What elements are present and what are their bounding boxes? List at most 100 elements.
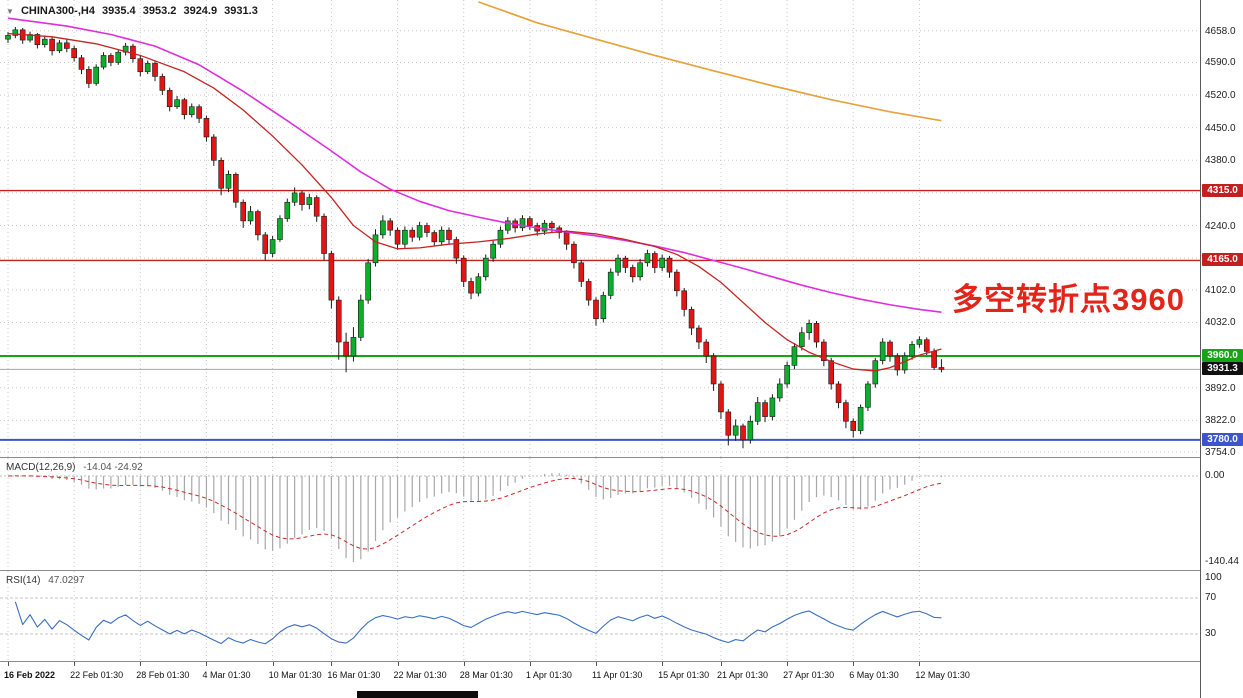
candle — [651, 253, 658, 268]
candle — [813, 323, 820, 343]
price-scale[interactable]: 4658.0 4590.0 4520.0 4450.0 4380.0 4240.0 4102… — [1200, 0, 1243, 698]
candle — [181, 99, 188, 115]
candle — [211, 136, 217, 161]
price-badge-3960[interactable]: 3960.0 — [1202, 349, 1243, 362]
candle — [328, 253, 335, 301]
chart-annotation-text: 多空转折点3960 — [952, 282, 1185, 317]
rsi-name: RSI(14) — [6, 575, 41, 586]
time-tick — [206, 662, 208, 666]
ohlc-close: 3931.3 — [224, 5, 258, 17]
candle — [86, 69, 92, 84]
symbol-header: ▼ CHINA300-,H4 3935.4 3953.2 3924.9 3931… — [6, 5, 262, 17]
candle — [563, 232, 570, 245]
candle — [350, 337, 357, 357]
candle — [740, 425, 746, 441]
macd-chart[interactable] — [0, 458, 1200, 570]
macd-scale-zero[interactable]: 0.00 — [1205, 470, 1225, 481]
rsi-line — [14, 601, 942, 645]
candle — [490, 243, 496, 259]
rsi-chart[interactable] — [0, 571, 1200, 661]
rsi-scale-label[interactable]: 100 — [1205, 572, 1222, 583]
candle — [321, 215, 327, 254]
time-tick — [8, 662, 9, 666]
candle — [247, 211, 254, 222]
price-scale-label[interactable]: 4240.0 — [1205, 220, 1236, 232]
candle — [240, 201, 246, 222]
time-tick — [919, 662, 921, 666]
candle — [365, 262, 371, 301]
candle — [387, 220, 394, 231]
candle — [872, 360, 879, 385]
price-scale-label[interactable]: 3892.0 — [1205, 382, 1236, 394]
rsi-panel: RSI(14) 47.0297 — [0, 571, 1200, 661]
candle — [137, 58, 144, 73]
candle — [931, 351, 937, 368]
panel-separator[interactable] — [0, 457, 1243, 458]
rsi-scale-label[interactable]: 30 — [1205, 628, 1217, 639]
time-tick — [720, 662, 722, 666]
ma-long-orange — [478, 1, 942, 122]
candle — [108, 55, 114, 63]
time-label: 16 Feb 2022 — [4, 670, 56, 680]
time-tick — [596, 662, 597, 666]
candle — [938, 367, 945, 370]
current-price-badge[interactable]: 3931.3 — [1202, 362, 1243, 376]
candle — [284, 201, 291, 219]
time-axis[interactable]: 16 Feb 2022 22 Feb 01:30 28 Feb 01:30 4 Mar… — [0, 662, 1200, 698]
price-scale-label[interactable]: 4032.0 — [1205, 317, 1236, 329]
price-scale-label[interactable]: 4520.0 — [1205, 90, 1236, 102]
candle — [843, 402, 849, 422]
candle — [541, 222, 548, 232]
candle — [482, 257, 489, 278]
price-scale-label[interactable]: 4380.0 — [1205, 155, 1236, 167]
panel-separator[interactable] — [0, 570, 1243, 571]
price-scale-label[interactable]: 3822.0 — [1205, 415, 1236, 427]
candle — [850, 420, 857, 431]
candle — [857, 406, 864, 431]
candle — [504, 220, 511, 231]
rsi-scale-label[interactable]: 70 — [1205, 592, 1217, 603]
candle — [34, 34, 41, 46]
candle — [166, 90, 173, 108]
candle — [821, 341, 827, 361]
candlestick-chart[interactable] — [0, 0, 1200, 457]
candle — [343, 341, 349, 357]
price-badge-4315[interactable]: 4315.0 — [1202, 183, 1243, 197]
price-scale-label[interactable]: 3754.0 — [1205, 447, 1236, 458]
price-badge-3780[interactable]: 3780.0 — [1202, 432, 1243, 446]
symbol-name: CHINA300-,H4 — [20, 5, 95, 17]
candle — [402, 229, 408, 245]
candle — [798, 332, 805, 347]
price-scale-label[interactable]: 4102.0 — [1205, 284, 1236, 296]
candle — [203, 118, 210, 138]
bottom-dark-strip — [357, 691, 478, 698]
panel-separator[interactable] — [0, 661, 1243, 662]
chart-dropdown-icon[interactable]: ▼ — [6, 7, 14, 16]
price-scale-label[interactable]: 4590.0 — [1205, 57, 1236, 69]
candle — [152, 63, 158, 77]
candle — [233, 173, 239, 203]
price-badge-4165[interactable]: 4165.0 — [1202, 253, 1243, 267]
candle — [159, 76, 166, 91]
candle — [27, 34, 33, 41]
macd-panel: MACD(12,26,9) -14.04 -24.92 — [0, 458, 1200, 570]
candle — [549, 222, 555, 229]
time-tick — [140, 662, 142, 666]
macd-scale-min[interactable]: -140.44 — [1205, 556, 1239, 567]
price-scale-label[interactable]: 4450.0 — [1205, 122, 1236, 134]
candle — [416, 225, 423, 238]
candle — [460, 257, 467, 282]
candle — [299, 192, 305, 205]
macd-signal-line — [7, 475, 942, 550]
time-label: 28 Feb 01:30 — [136, 670, 190, 680]
candle — [681, 290, 688, 310]
price-scale-label[interactable]: 4658.0 — [1205, 25, 1236, 37]
candle — [115, 51, 122, 63]
candle — [887, 341, 893, 357]
candle — [710, 355, 717, 385]
time-label: 27 Apr 01:30 — [783, 670, 835, 680]
candle — [78, 57, 85, 70]
candle — [218, 159, 224, 189]
candle — [196, 106, 202, 119]
